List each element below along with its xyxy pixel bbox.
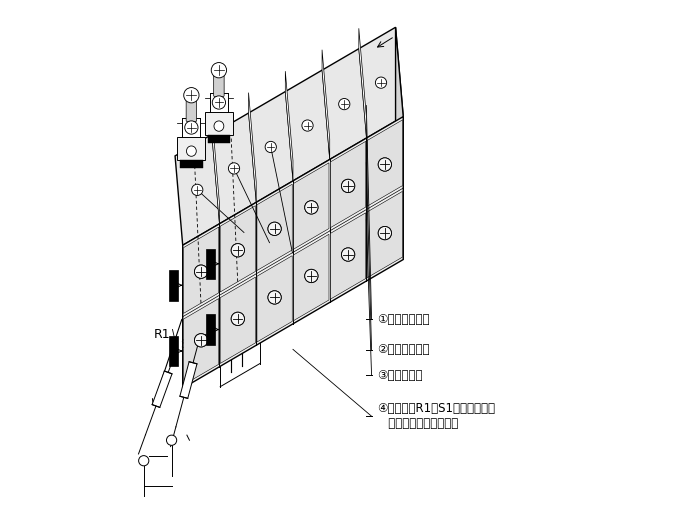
- Circle shape: [232, 244, 245, 257]
- Bar: [205, 314, 215, 345]
- Circle shape: [194, 265, 207, 278]
- Circle shape: [185, 121, 198, 134]
- Circle shape: [341, 179, 354, 192]
- Circle shape: [339, 99, 350, 110]
- Circle shape: [305, 201, 318, 214]
- Circle shape: [341, 248, 354, 261]
- Text: ①拧松上排螺丝: ①拧松上排螺丝: [376, 313, 429, 326]
- Circle shape: [194, 265, 207, 278]
- Circle shape: [379, 158, 392, 171]
- Circle shape: [268, 291, 281, 304]
- Circle shape: [379, 227, 392, 240]
- Text: R: R: [254, 230, 264, 245]
- Polygon shape: [183, 299, 218, 385]
- Text: R1: R1: [154, 328, 170, 341]
- FancyBboxPatch shape: [186, 94, 196, 121]
- Polygon shape: [221, 206, 256, 292]
- Circle shape: [268, 291, 281, 304]
- Bar: [169, 336, 178, 366]
- Circle shape: [265, 141, 276, 153]
- Circle shape: [341, 248, 354, 261]
- Circle shape: [192, 184, 203, 196]
- Polygon shape: [359, 28, 366, 138]
- Circle shape: [375, 77, 387, 88]
- Circle shape: [194, 334, 207, 347]
- Circle shape: [379, 158, 392, 171]
- Text: T: T: [303, 250, 312, 266]
- Bar: [207, 135, 230, 143]
- Ellipse shape: [214, 121, 224, 131]
- Polygon shape: [396, 27, 403, 260]
- Text: S1: S1: [180, 338, 196, 351]
- Polygon shape: [175, 27, 403, 245]
- Circle shape: [232, 312, 245, 326]
- Polygon shape: [330, 213, 365, 299]
- Bar: [205, 112, 233, 135]
- Circle shape: [379, 227, 392, 240]
- Polygon shape: [257, 184, 292, 270]
- Text: S: S: [280, 240, 289, 255]
- Polygon shape: [322, 50, 330, 159]
- Bar: [177, 137, 205, 160]
- Polygon shape: [330, 141, 365, 228]
- Polygon shape: [285, 71, 293, 181]
- Circle shape: [232, 312, 245, 326]
- Circle shape: [194, 334, 207, 347]
- Polygon shape: [180, 362, 197, 398]
- Polygon shape: [152, 371, 172, 408]
- Circle shape: [166, 435, 177, 445]
- FancyBboxPatch shape: [214, 69, 224, 96]
- Polygon shape: [368, 120, 403, 206]
- Bar: [205, 249, 215, 279]
- Polygon shape: [221, 277, 256, 363]
- Circle shape: [211, 62, 227, 78]
- Circle shape: [212, 96, 225, 109]
- Circle shape: [139, 456, 149, 466]
- Circle shape: [268, 222, 281, 235]
- Text: ④用导线将R1、S1端子与断路器
   输入侧的两相电源连接: ④用导线将R1、S1端子与断路器 输入侧的两相电源连接: [376, 402, 495, 430]
- Circle shape: [305, 201, 318, 214]
- Circle shape: [302, 120, 313, 131]
- Circle shape: [232, 244, 245, 257]
- Polygon shape: [212, 114, 219, 224]
- Text: ②取出下排螺丝: ②取出下排螺丝: [376, 343, 429, 357]
- Circle shape: [183, 88, 199, 103]
- Ellipse shape: [186, 146, 196, 156]
- Polygon shape: [249, 92, 256, 202]
- Bar: [180, 160, 203, 168]
- Circle shape: [268, 222, 281, 235]
- Circle shape: [305, 269, 318, 283]
- Polygon shape: [294, 234, 329, 320]
- Polygon shape: [183, 117, 403, 388]
- Bar: [169, 270, 178, 301]
- Circle shape: [305, 269, 318, 283]
- Polygon shape: [294, 163, 329, 249]
- Text: ③取出短路片: ③取出短路片: [376, 369, 423, 382]
- Polygon shape: [368, 191, 403, 278]
- Polygon shape: [257, 255, 292, 342]
- Polygon shape: [183, 227, 218, 313]
- Circle shape: [341, 179, 354, 192]
- Circle shape: [228, 163, 240, 174]
